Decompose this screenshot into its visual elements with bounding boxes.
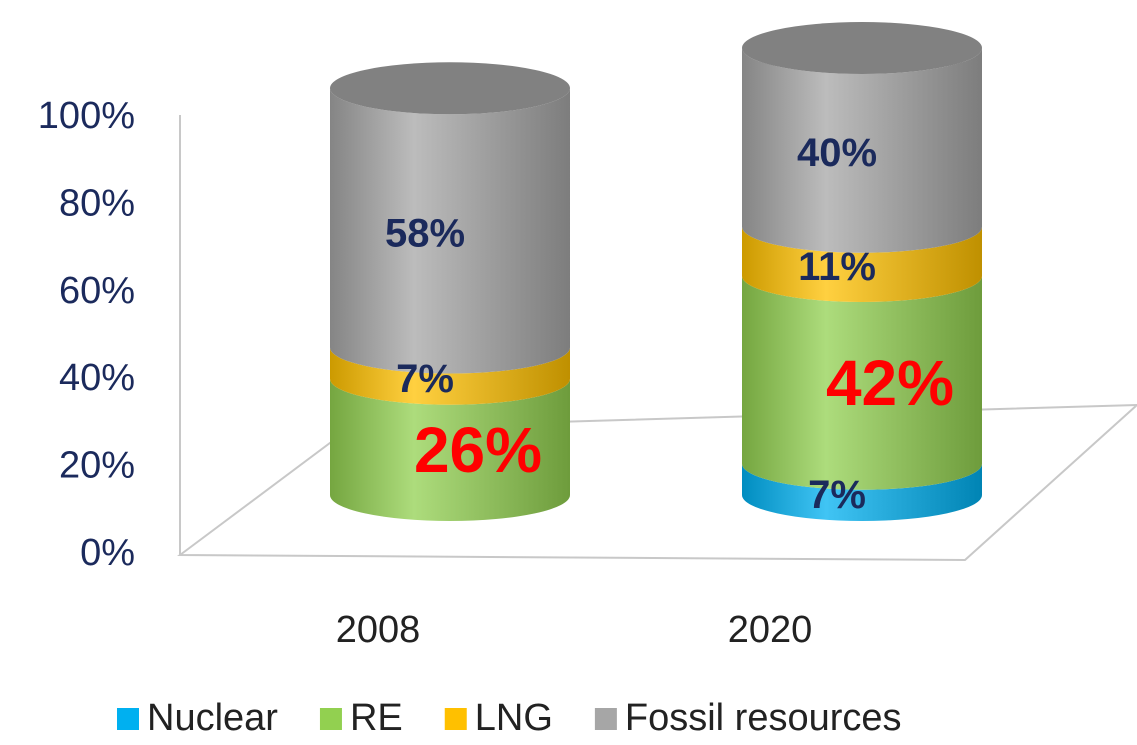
y-tick-label: 60% [59, 270, 135, 312]
legend-swatch [117, 708, 139, 730]
value-label: 42% [826, 347, 954, 419]
x-tick-label: 2020 [728, 609, 813, 651]
legend-label: Fossil resources [625, 697, 902, 739]
value-label: 58% [385, 212, 465, 256]
value-label: 40% [797, 131, 877, 175]
y-tick-label: 0% [80, 532, 135, 574]
x-tick-label: 2008 [336, 609, 421, 651]
legend-label: RE [350, 697, 403, 739]
cylinder-segment [742, 463, 982, 521]
cylinder-segment [742, 48, 982, 253]
cylinder-segment [742, 226, 982, 302]
cylinder-segment [330, 378, 570, 521]
value-label: 7% [808, 473, 866, 517]
legend-label: Nuclear [147, 697, 278, 739]
y-tick-label: 40% [59, 357, 135, 399]
legend-swatch [594, 708, 617, 730]
floor [177, 403, 1137, 562]
cylinder-top [330, 62, 570, 115]
legend-swatch [319, 708, 342, 730]
y-tick-label: 80% [59, 182, 135, 224]
cylinder-top [742, 22, 982, 74]
cylinder-segment [742, 275, 982, 490]
cylinder-segment [330, 347, 570, 405]
y-tick-label: 20% [59, 445, 135, 487]
value-label: 7% [396, 357, 454, 401]
legend-swatch [444, 708, 467, 730]
legend-label: LNG [475, 697, 553, 739]
value-label: 11% [798, 245, 876, 289]
cylinder-segment [330, 88, 570, 374]
value-label: 26% [414, 414, 542, 486]
y-tick-label: 100% [38, 95, 135, 137]
